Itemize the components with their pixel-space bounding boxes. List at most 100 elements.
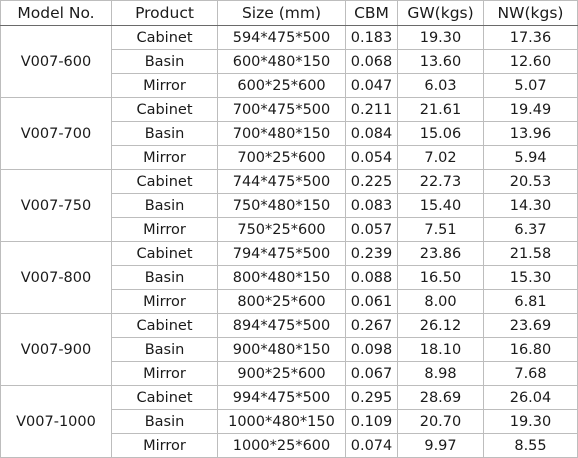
- header-size: Size (mm): [217, 0, 346, 26]
- cbm-cell: 0.083: [345, 193, 398, 218]
- cbm-cell: 0.084: [345, 121, 398, 146]
- table-row: Mirror 1000*25*600 0.074 9.97 8.55: [1, 433, 578, 458]
- nw-cell: 5.07: [483, 73, 578, 98]
- table-body: V007-600 Cabinet 594*475*500 0.183 19.30…: [0, 25, 578, 458]
- nw-cell: 21.58: [483, 241, 578, 266]
- nw-cell: 19.49: [483, 97, 578, 122]
- cbm-cell: 0.267: [345, 313, 398, 338]
- size-cell: 594*475*500: [217, 25, 346, 50]
- size-cell: 750*480*150: [217, 193, 346, 218]
- gw-cell: 20.70: [397, 409, 484, 434]
- size-cell: 700*475*500: [217, 97, 346, 122]
- table-row: Basin 1000*480*150 0.109 20.70 19.30: [1, 409, 578, 434]
- header-nw: NW(kgs): [483, 0, 578, 26]
- size-cell: 894*475*500: [217, 313, 346, 338]
- product-cell: Basin: [111, 193, 218, 218]
- gw-cell: 9.97: [397, 433, 484, 458]
- product-cell: Basin: [111, 121, 218, 146]
- size-cell: 1000*25*600: [217, 433, 346, 458]
- table-row: V007-700 Cabinet 700*475*500 0.211 21.61…: [0, 97, 578, 170]
- nw-cell: 13.96: [483, 121, 578, 146]
- product-cell: Cabinet: [111, 97, 218, 122]
- gw-cell: 15.40: [397, 193, 484, 218]
- product-cell: Mirror: [111, 145, 218, 170]
- header-model: Model No.: [0, 0, 112, 26]
- product-cell: Cabinet: [111, 313, 218, 338]
- product-cell: Mirror: [111, 73, 218, 98]
- gw-cell: 7.02: [397, 145, 484, 170]
- gw-cell: 26.12: [397, 313, 484, 338]
- gw-cell: 8.98: [397, 361, 484, 386]
- product-cell: Basin: [111, 409, 218, 434]
- gw-cell: 15.06: [397, 121, 484, 146]
- size-cell: 700*25*600: [217, 145, 346, 170]
- gw-cell: 6.03: [397, 73, 484, 98]
- product-cell: Mirror: [111, 433, 218, 458]
- nw-cell: 7.68: [483, 361, 578, 386]
- product-cell: Cabinet: [111, 25, 218, 50]
- cbm-cell: 0.183: [345, 25, 398, 50]
- gw-cell: 18.10: [397, 337, 484, 362]
- size-cell: 1000*480*150: [217, 409, 346, 434]
- nw-cell: 5.94: [483, 145, 578, 170]
- header-row: Model No. Product Size (mm) CBM GW(kgs) …: [0, 0, 578, 26]
- cbm-cell: 0.061: [345, 289, 398, 314]
- gw-cell: 22.73: [397, 169, 484, 194]
- table-row: Mirror 750*25*600 0.057 7.51 6.37: [1, 217, 578, 242]
- product-cell: Mirror: [111, 289, 218, 314]
- gw-cell: 13.60: [397, 49, 484, 74]
- nw-cell: 17.36: [483, 25, 578, 50]
- table-row: Basin 600*480*150 0.068 13.60 12.60: [1, 49, 578, 74]
- cbm-cell: 0.211: [345, 97, 398, 122]
- header-product: Product: [111, 0, 218, 26]
- table-row: V007-800 Cabinet 794*475*500 0.239 23.86…: [0, 241, 578, 314]
- cbm-cell: 0.225: [345, 169, 398, 194]
- table-row: V007-900 Cabinet 894*475*500 0.267 26.12…: [0, 313, 578, 386]
- size-cell: 794*475*500: [217, 241, 346, 266]
- gw-cell: 16.50: [397, 265, 484, 290]
- size-cell: 900*25*600: [217, 361, 346, 386]
- cbm-cell: 0.098: [345, 337, 398, 362]
- model-cell: V007-700: [0, 97, 112, 170]
- nw-cell: 12.60: [483, 49, 578, 74]
- model-cell: V007-900: [0, 313, 112, 386]
- product-cell: Cabinet: [111, 241, 218, 266]
- cbm-cell: 0.057: [345, 217, 398, 242]
- gw-cell: 19.30: [397, 25, 484, 50]
- gw-cell: 21.61: [397, 97, 484, 122]
- table-row: Mirror 600*25*600 0.047 6.03 5.07: [1, 73, 578, 98]
- size-cell: 600*25*600: [217, 73, 346, 98]
- nw-cell: 23.69: [483, 313, 578, 338]
- size-cell: 750*25*600: [217, 217, 346, 242]
- product-cell: Basin: [111, 265, 218, 290]
- cbm-cell: 0.088: [345, 265, 398, 290]
- header-gw: GW(kgs): [397, 0, 484, 26]
- size-cell: 800*25*600: [217, 289, 346, 314]
- cbm-cell: 0.047: [345, 73, 398, 98]
- model-cell: V007-750: [0, 169, 112, 242]
- table-row: V007-600 Cabinet 594*475*500 0.183 19.30…: [0, 25, 578, 98]
- table-row: Basin 700*480*150 0.084 15.06 13.96: [1, 121, 578, 146]
- cbm-cell: 0.054: [345, 145, 398, 170]
- nw-cell: 16.80: [483, 337, 578, 362]
- model-cell: V007-800: [0, 241, 112, 314]
- product-cell: Cabinet: [111, 169, 218, 194]
- gw-cell: 28.69: [397, 385, 484, 410]
- table-row: Mirror 700*25*600 0.054 7.02 5.94: [1, 145, 578, 170]
- size-cell: 800*480*150: [217, 265, 346, 290]
- nw-cell: 19.30: [483, 409, 578, 434]
- nw-cell: 6.37: [483, 217, 578, 242]
- gw-cell: 8.00: [397, 289, 484, 314]
- nw-cell: 14.30: [483, 193, 578, 218]
- header-cbm: CBM: [345, 0, 398, 26]
- cbm-cell: 0.067: [345, 361, 398, 386]
- product-cell: Mirror: [111, 217, 218, 242]
- product-cell: Basin: [111, 49, 218, 74]
- table-row: Basin 900*480*150 0.098 18.10 16.80: [1, 337, 578, 362]
- model-cell: V007-600: [0, 25, 112, 98]
- size-cell: 600*480*150: [217, 49, 346, 74]
- cbm-cell: 0.074: [345, 433, 398, 458]
- gw-cell: 7.51: [397, 217, 484, 242]
- size-cell: 994*475*500: [217, 385, 346, 410]
- nw-cell: 15.30: [483, 265, 578, 290]
